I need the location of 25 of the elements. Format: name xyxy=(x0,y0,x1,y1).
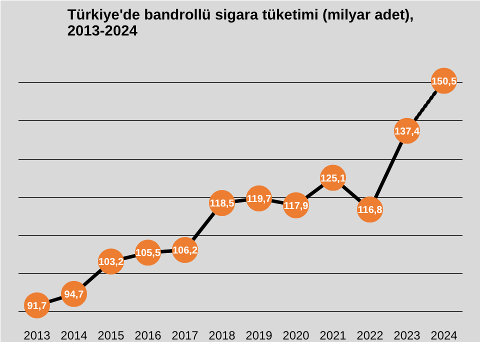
data-label: 150,5 xyxy=(431,76,457,88)
x-tick-label: 2017 xyxy=(172,328,199,342)
data-label: 125,1 xyxy=(320,173,346,184)
data-label: 117,9 xyxy=(284,200,309,212)
x-tick-label: 2018 xyxy=(208,328,236,342)
x-tick-label: 2014 xyxy=(60,328,88,342)
x-tick-label: 2023 xyxy=(394,328,421,342)
chart-title: Türkiye'de bandrollü sigara tüketimi (milyar adet), 2013-2024 xyxy=(67,8,414,40)
data-label: 118,5 xyxy=(210,198,235,210)
x-tick-label: 2022 xyxy=(356,328,384,342)
data-label: 106,2 xyxy=(172,245,198,256)
data-label: 103,2 xyxy=(98,256,124,268)
x-tick-label: 2016 xyxy=(134,328,162,342)
x-tick-label: 2013 xyxy=(24,328,51,342)
x-tick-label: 2019 xyxy=(246,328,273,342)
x-tick-label: 2020 xyxy=(282,328,310,342)
data-label: 94,7 xyxy=(64,289,84,300)
data-label: 91,7 xyxy=(27,300,48,312)
x-tick-label: 2021 xyxy=(320,328,347,342)
data-label: 137,4 xyxy=(394,126,420,138)
x-tick-label: 2015 xyxy=(98,328,125,342)
data-label: 116,8 xyxy=(358,205,383,216)
data-label: 119,7 xyxy=(246,194,272,205)
x-tick-label: 2024 xyxy=(430,328,458,342)
data-label: 105,5 xyxy=(135,248,161,260)
